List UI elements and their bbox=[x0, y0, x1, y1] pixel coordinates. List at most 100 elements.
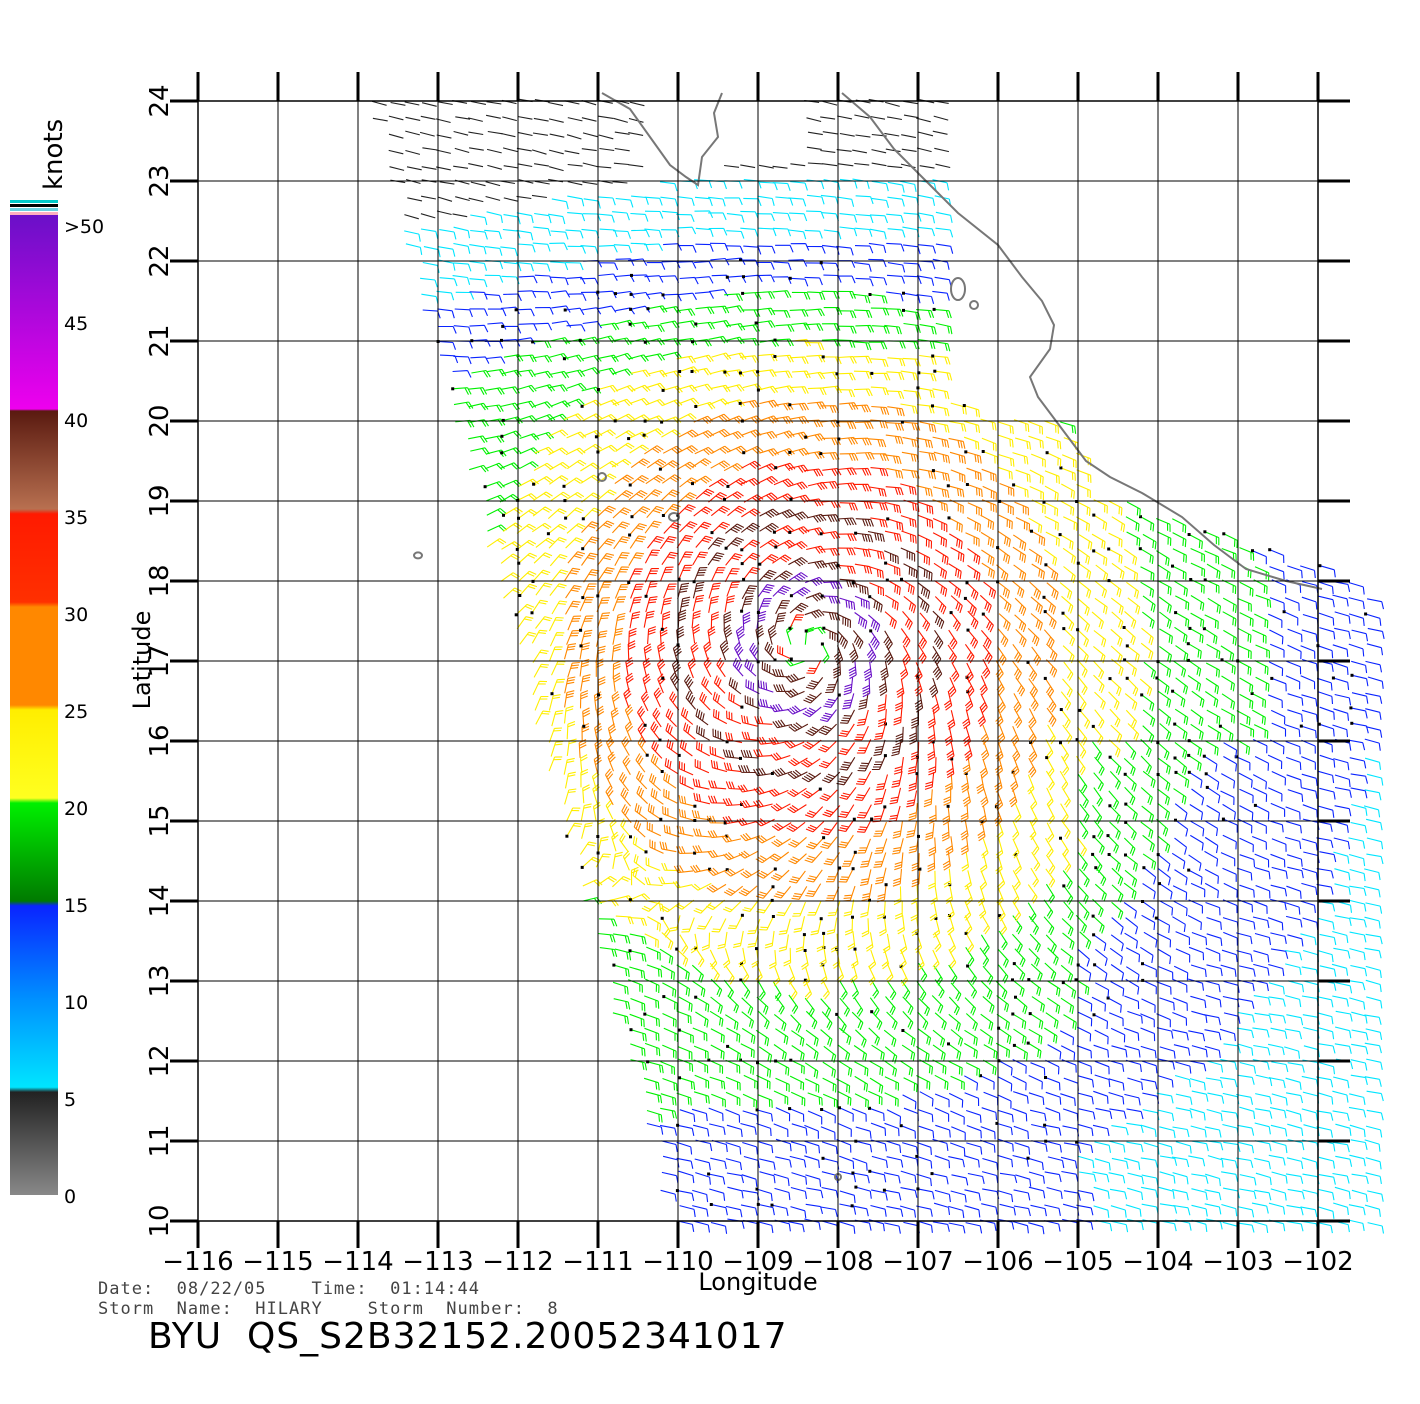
wind-barb bbox=[1108, 580, 1122, 598]
legend-label: 30 bbox=[64, 604, 88, 626]
wind-barb bbox=[1285, 1109, 1302, 1122]
wind-barb bbox=[980, 740, 990, 761]
wind-barb bbox=[853, 1045, 868, 1062]
wind-barb bbox=[932, 405, 950, 417]
wind-barb bbox=[1109, 821, 1121, 840]
wind-barb bbox=[1303, 1026, 1320, 1039]
wind-barb bbox=[960, 803, 969, 823]
wind-barb bbox=[711, 918, 727, 933]
wind-barb bbox=[1060, 837, 1069, 858]
wind-barb bbox=[659, 1124, 678, 1136]
wind-barb bbox=[1060, 467, 1076, 481]
wind-barb bbox=[944, 726, 953, 747]
wind-barb bbox=[659, 535, 677, 550]
wind-barb bbox=[1316, 883, 1334, 895]
wind-barb bbox=[1268, 1154, 1286, 1166]
rain-flag bbox=[1140, 693, 1144, 697]
wind-barb bbox=[567, 181, 583, 186]
wind-barb bbox=[628, 490, 648, 501]
wind-barb bbox=[1172, 885, 1188, 901]
wind-barb bbox=[644, 1042, 661, 1057]
wind-barb bbox=[837, 310, 857, 319]
wind-barb bbox=[966, 677, 975, 697]
wind-barb bbox=[1367, 627, 1385, 640]
wind-barb bbox=[629, 611, 641, 629]
wind-barb bbox=[1270, 739, 1285, 755]
wind-barb bbox=[676, 1010, 692, 1025]
wind-barb bbox=[740, 399, 760, 409]
rain-flag bbox=[658, 738, 662, 742]
wind-barb bbox=[1204, 531, 1220, 546]
wind-barb bbox=[581, 822, 593, 839]
wind-barb bbox=[727, 915, 743, 930]
wind-barb bbox=[1239, 677, 1254, 694]
wind-barb bbox=[1142, 901, 1156, 918]
wind-barb bbox=[647, 916, 662, 932]
wind-barb bbox=[564, 676, 576, 694]
wind-barb bbox=[1284, 901, 1301, 915]
wind-barb bbox=[692, 458, 712, 468]
wind-barb bbox=[1334, 883, 1351, 895]
wind-barb bbox=[695, 321, 715, 330]
wind-barb bbox=[1351, 1173, 1369, 1185]
wind-barb bbox=[1173, 900, 1188, 916]
legend-label: 15 bbox=[64, 895, 88, 917]
wind-barb bbox=[1238, 965, 1256, 977]
wind-barb bbox=[1350, 1139, 1368, 1151]
rain-flag bbox=[851, 867, 855, 871]
wind-barb bbox=[778, 934, 789, 952]
rain-flag bbox=[739, 978, 743, 982]
wind-barb bbox=[887, 165, 903, 169]
wind-barb bbox=[810, 918, 822, 936]
wind-barb bbox=[770, 752, 791, 761]
wind-barb bbox=[1174, 869, 1188, 886]
storm-info-line: Storm Name: HILARY Storm Number: 8 bbox=[98, 1299, 559, 1319]
rain-flag bbox=[947, 516, 951, 520]
rain-flag bbox=[582, 724, 586, 728]
rain-flag bbox=[532, 482, 536, 486]
wind-barb bbox=[1045, 868, 1056, 888]
wind-barb bbox=[1332, 724, 1349, 738]
wind-barb bbox=[1333, 677, 1350, 690]
rain-flag bbox=[550, 692, 554, 696]
wind-barb bbox=[676, 948, 689, 967]
wind-barb bbox=[1206, 643, 1221, 660]
rain-flag bbox=[932, 307, 936, 311]
wind-barb bbox=[775, 1077, 790, 1093]
wind-barb bbox=[1172, 548, 1187, 563]
wind-barb bbox=[1285, 806, 1301, 820]
lon-tick-label: −107 bbox=[882, 1247, 953, 1277]
wind-barb bbox=[1012, 742, 1021, 762]
wind-barb bbox=[644, 520, 662, 534]
wind-barb bbox=[1237, 998, 1255, 1009]
wind-barb bbox=[869, 228, 887, 240]
wind-barb bbox=[645, 337, 665, 346]
wind-barb bbox=[1270, 948, 1289, 959]
wind-barb bbox=[612, 211, 630, 221]
legend-title: knots bbox=[39, 119, 69, 190]
wind-barb bbox=[772, 585, 791, 597]
wind-barb bbox=[1239, 837, 1254, 853]
wind-barb bbox=[1318, 1156, 1336, 1169]
wind-barb bbox=[614, 552, 630, 567]
wind-barb bbox=[633, 854, 647, 872]
wind-barb bbox=[1351, 1029, 1369, 1041]
wind-barb bbox=[1348, 980, 1366, 991]
wind-barb bbox=[950, 982, 962, 1002]
wind-barb bbox=[918, 131, 934, 137]
wind-barb bbox=[1317, 691, 1334, 705]
wind-barb bbox=[726, 581, 740, 597]
rain-flag bbox=[677, 753, 681, 757]
wind-barb bbox=[995, 838, 1004, 859]
wind-barb bbox=[709, 746, 725, 760]
wind-barb bbox=[777, 645, 792, 660]
wind-barb bbox=[1014, 437, 1032, 450]
rain-flag bbox=[739, 371, 742, 375]
wind-barb bbox=[776, 902, 792, 917]
wind-barb bbox=[694, 210, 714, 219]
wind-barb bbox=[964, 404, 981, 418]
wind-barb bbox=[628, 117, 644, 123]
wind-barb bbox=[917, 534, 933, 549]
wind-barb bbox=[1010, 772, 1019, 792]
wind-barb bbox=[1044, 962, 1057, 981]
